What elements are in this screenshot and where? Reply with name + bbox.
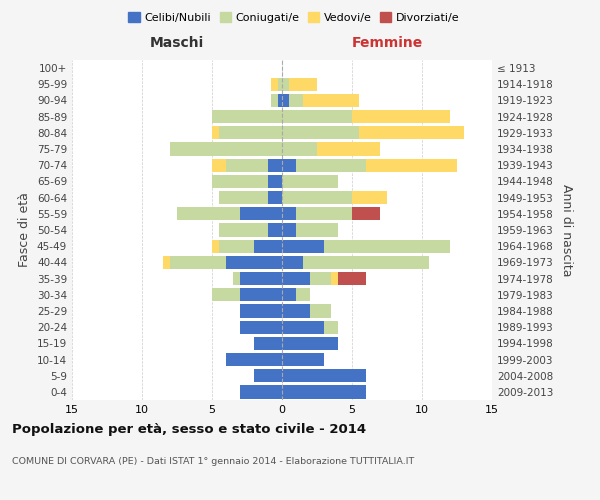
- Bar: [338, 272, 366, 285]
- Bar: [219, 224, 268, 236]
- Bar: [282, 94, 289, 107]
- Bar: [268, 175, 282, 188]
- Bar: [212, 158, 226, 172]
- Bar: [282, 126, 359, 140]
- Bar: [240, 207, 282, 220]
- Bar: [219, 191, 268, 204]
- Bar: [240, 288, 282, 302]
- Bar: [278, 94, 282, 107]
- Bar: [282, 191, 352, 204]
- Bar: [282, 224, 296, 236]
- Bar: [289, 78, 317, 91]
- Bar: [352, 207, 380, 220]
- Bar: [282, 320, 324, 334]
- Bar: [324, 240, 450, 253]
- Bar: [282, 288, 296, 302]
- Bar: [352, 110, 450, 124]
- Bar: [282, 142, 317, 156]
- Bar: [226, 158, 268, 172]
- Bar: [240, 386, 282, 398]
- Bar: [268, 158, 282, 172]
- Bar: [352, 191, 387, 204]
- Bar: [303, 256, 429, 269]
- Bar: [282, 304, 310, 318]
- Bar: [282, 353, 324, 366]
- Bar: [271, 94, 278, 107]
- Bar: [296, 224, 338, 236]
- Bar: [233, 272, 240, 285]
- Bar: [282, 78, 289, 91]
- Bar: [296, 288, 310, 302]
- Bar: [366, 158, 457, 172]
- Bar: [282, 207, 296, 220]
- Bar: [282, 240, 324, 253]
- Legend: Celibi/Nubili, Coniugati/e, Vedovi/e, Divorziati/e: Celibi/Nubili, Coniugati/e, Vedovi/e, Di…: [124, 8, 464, 28]
- Bar: [317, 142, 380, 156]
- Bar: [303, 94, 359, 107]
- Bar: [212, 288, 240, 302]
- Y-axis label: Anni di nascita: Anni di nascita: [560, 184, 573, 276]
- Bar: [212, 175, 268, 188]
- Bar: [268, 191, 282, 204]
- Bar: [296, 158, 366, 172]
- Bar: [163, 256, 170, 269]
- Bar: [240, 304, 282, 318]
- Bar: [177, 207, 240, 220]
- Bar: [170, 256, 226, 269]
- Bar: [268, 224, 282, 236]
- Bar: [324, 320, 338, 334]
- Bar: [240, 272, 282, 285]
- Bar: [170, 142, 282, 156]
- Text: Maschi: Maschi: [150, 36, 204, 51]
- Bar: [278, 78, 282, 91]
- Bar: [254, 240, 282, 253]
- Bar: [282, 175, 338, 188]
- Bar: [331, 272, 338, 285]
- Text: Femmine: Femmine: [352, 36, 422, 51]
- Bar: [219, 240, 254, 253]
- Bar: [310, 304, 331, 318]
- Bar: [226, 256, 282, 269]
- Bar: [282, 272, 310, 285]
- Bar: [212, 110, 282, 124]
- Bar: [212, 126, 219, 140]
- Bar: [282, 336, 338, 350]
- Y-axis label: Fasce di età: Fasce di età: [19, 192, 31, 268]
- Bar: [240, 320, 282, 334]
- Bar: [310, 272, 331, 285]
- Bar: [282, 158, 296, 172]
- Bar: [282, 110, 352, 124]
- Bar: [212, 240, 219, 253]
- Bar: [289, 94, 303, 107]
- Bar: [296, 207, 352, 220]
- Bar: [219, 126, 282, 140]
- Bar: [271, 78, 278, 91]
- Bar: [282, 386, 366, 398]
- Bar: [282, 256, 303, 269]
- Bar: [254, 336, 282, 350]
- Text: COMUNE DI CORVARA (PE) - Dati ISTAT 1° gennaio 2014 - Elaborazione TUTTITALIA.IT: COMUNE DI CORVARA (PE) - Dati ISTAT 1° g…: [12, 458, 414, 466]
- Bar: [226, 353, 282, 366]
- Bar: [359, 126, 464, 140]
- Text: Popolazione per età, sesso e stato civile - 2014: Popolazione per età, sesso e stato civil…: [12, 422, 366, 436]
- Bar: [254, 369, 282, 382]
- Bar: [282, 369, 366, 382]
